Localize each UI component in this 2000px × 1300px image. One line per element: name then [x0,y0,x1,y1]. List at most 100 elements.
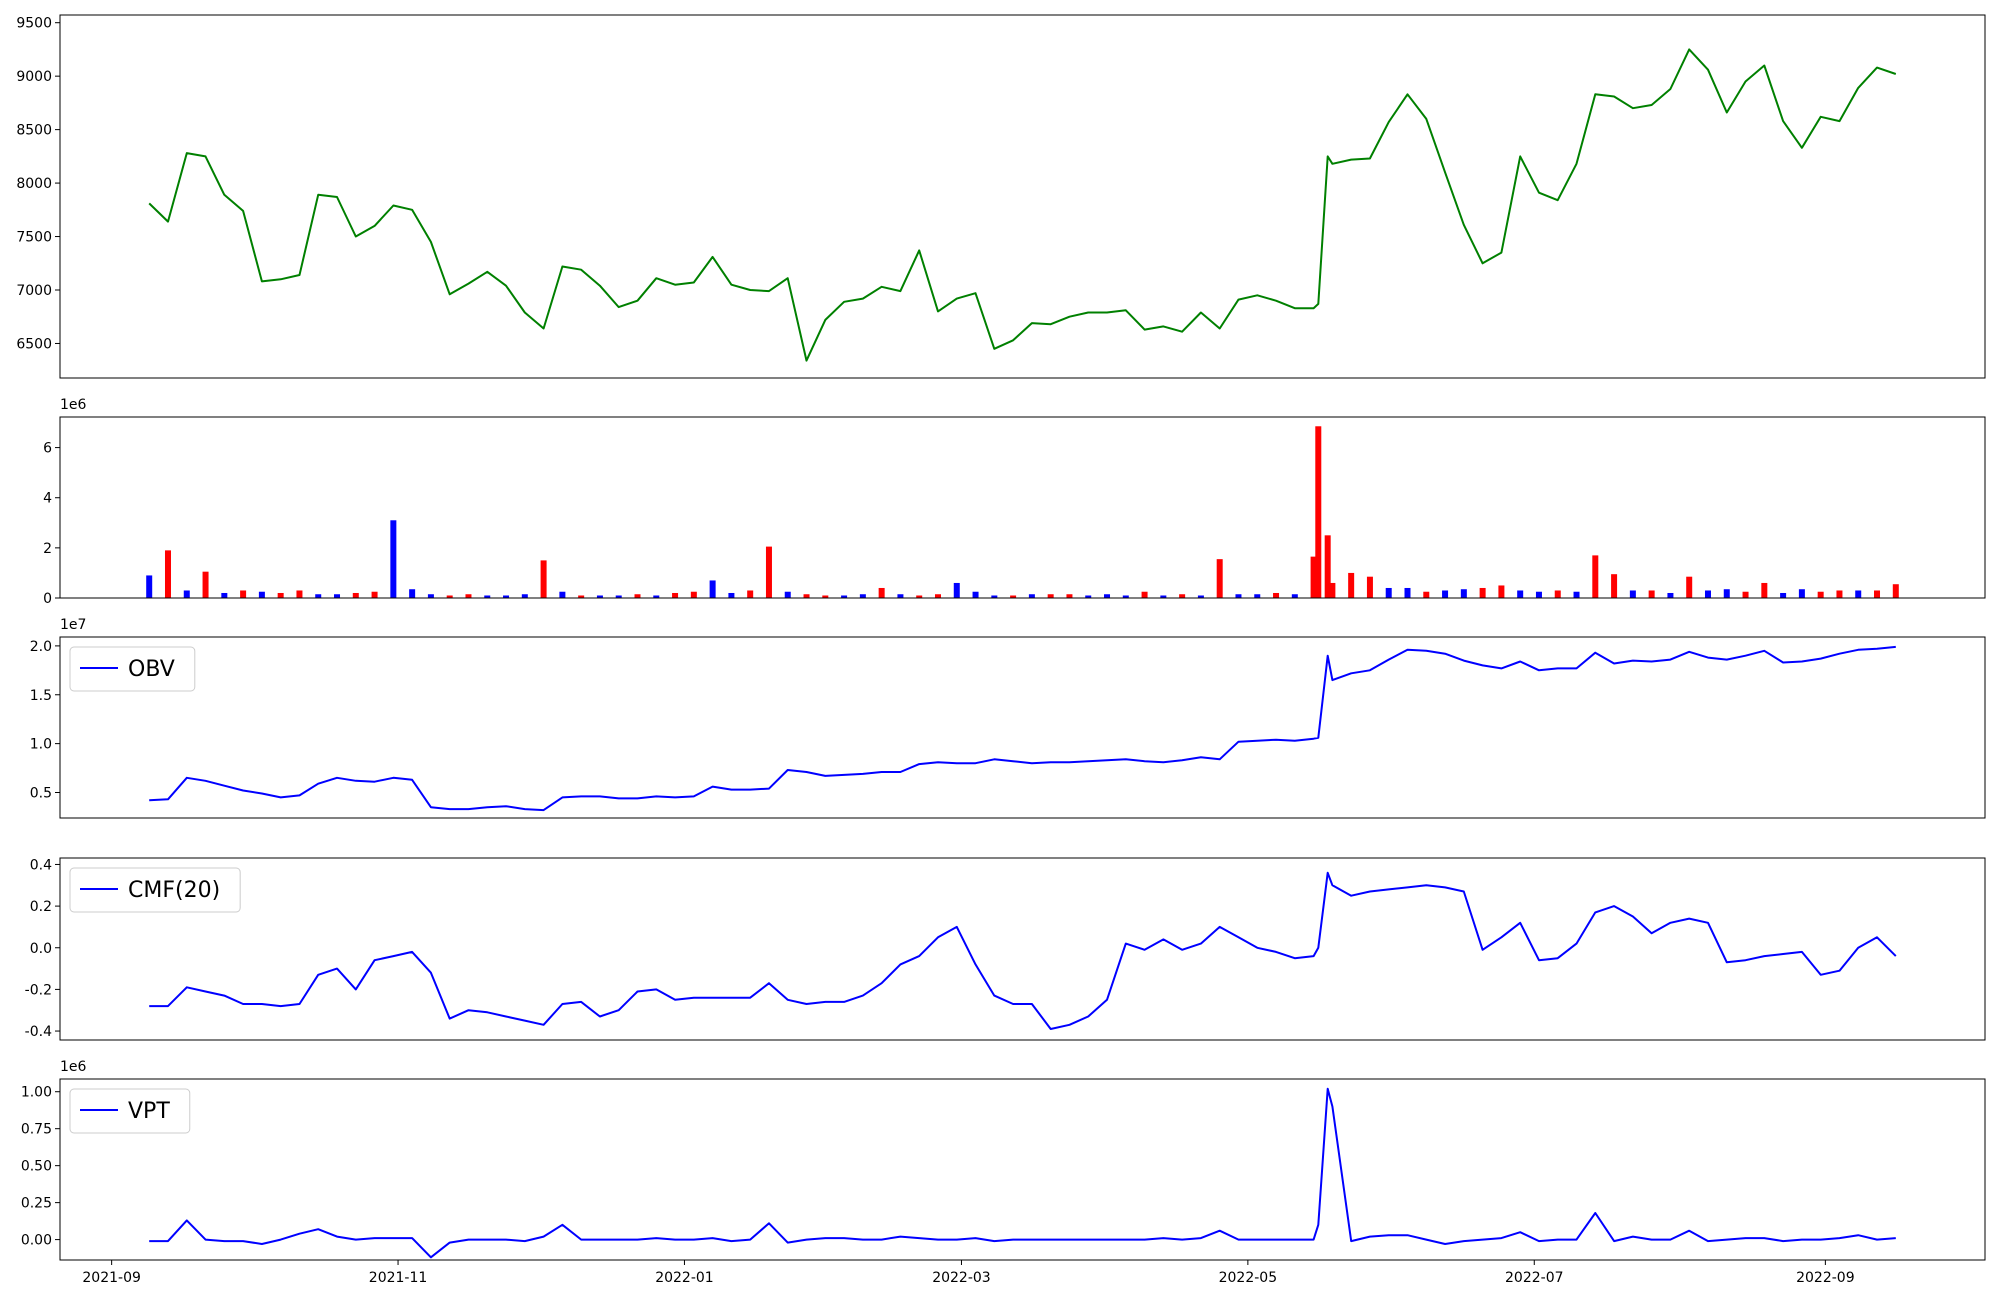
x-tick-label: 2021-11 [369,1270,428,1286]
y-tick-label: 7500 [16,230,52,246]
volume-bar [1442,590,1449,598]
volume-bar [1329,582,1336,598]
y-tick-label: 8000 [16,176,52,192]
x-tick-label: 2022-01 [655,1270,714,1286]
volume-bar [765,546,772,598]
volume-bar [1216,559,1223,598]
volume-bar [221,592,228,598]
panel: -0.4 -0.2 0.0 0.2 0.4 CMF(20) [25,857,1986,1041]
panel: 6500 7000 7500 8000 8500 9000 9500 [16,14,1986,379]
y-tick-label: 1.5 [30,688,52,704]
volume-bar [1291,594,1298,598]
volume-bar [1667,592,1674,598]
volume-bar [1010,595,1017,598]
volume-bar [1179,594,1186,598]
volume-bar [296,590,303,598]
volume-bar [1324,535,1331,598]
volume-bar [1592,555,1599,598]
volume-bar [690,591,697,598]
line-series [149,1087,1896,1259]
volume-bar [1404,587,1411,598]
volume-bar [1385,587,1392,598]
volume-bar [1554,590,1561,598]
y-tick-label: 1.0 [30,737,52,753]
x-tick-label: 2021-09 [82,1270,141,1286]
volume-bar [427,594,434,598]
y-tick-label: 0.75 [21,1122,52,1138]
volume-bar [1122,595,1129,598]
volume-bar [484,595,491,598]
volume-bar [803,594,810,598]
volume-bar [1836,590,1843,598]
volume-bar [1573,591,1580,598]
volume-bar [503,595,510,598]
volume-bar [1310,556,1317,598]
volume-bar [1460,589,1467,598]
legend: OBV [69,646,196,692]
volume-bar [897,594,904,598]
volume-bar [390,520,397,598]
y-tick-label: 4 [43,491,52,507]
y-tick-label: 0 [43,591,52,607]
panel-frame [59,416,1986,599]
x-tick-label: 2022-05 [1219,1270,1278,1286]
volume-bar [202,571,209,598]
volume-bar [146,575,153,598]
legend: VPT [69,1088,191,1134]
y-tick-label: 9000 [16,69,52,85]
y-tick-label: 0.5 [30,785,52,801]
y-tick-label: -0.2 [25,982,52,998]
volume-bar [1704,590,1711,598]
volume-bar [1141,591,1148,598]
volume-bar [653,595,660,598]
x-tick-label: 2022-03 [932,1270,991,1286]
volume-bar [1874,590,1881,598]
y-tick-label: 7000 [16,283,52,299]
y-tick-label: 6500 [16,336,52,352]
legend-box [69,646,196,692]
volume-bar [634,594,641,598]
volume-bar [371,591,378,598]
panel-frame [59,857,1986,1041]
y-tick-label: 0.25 [21,1196,52,1212]
volume-bar [446,595,453,598]
volume-bar [728,592,735,598]
y-tick-label: 0.50 [21,1159,52,1175]
volume-bar [1348,572,1355,598]
y-tick-label: 9500 [16,16,52,32]
volume-bar [1780,592,1787,598]
volume-bar [822,595,829,598]
y-tick-label: 2.0 [30,639,52,655]
volume-bar [1723,589,1730,598]
volume-bar [1423,591,1430,598]
volume-bar [1479,587,1486,598]
volume-bar [596,595,603,598]
volume-bar [465,594,472,598]
volume-bar [1648,590,1655,598]
volume-bar [277,592,284,598]
volume-bar [409,589,416,598]
legend-box [69,1088,191,1134]
volume-bar [615,595,622,598]
volume-bar [1629,590,1636,598]
volume-bar [1235,594,1242,598]
volume-bar [953,582,960,598]
volume-bar [1798,589,1805,598]
volume-bar [1315,426,1322,598]
volume-bar [1160,595,1167,598]
volume-bar [1761,582,1768,598]
line-series [149,645,1896,812]
axis-offset-label: 1e6 [60,1059,87,1075]
y-tick-label: 6 [43,441,52,457]
volume-bar [916,595,923,598]
volume-bar [747,590,754,598]
x-tick-label: 2022-09 [1796,1270,1855,1286]
legend: CMF(20) [69,867,241,913]
volume-bar [578,595,585,598]
volume-bar [1028,594,1035,598]
line-series [148,48,1897,362]
volume-bar [878,587,885,598]
volume-bar [1085,595,1092,598]
